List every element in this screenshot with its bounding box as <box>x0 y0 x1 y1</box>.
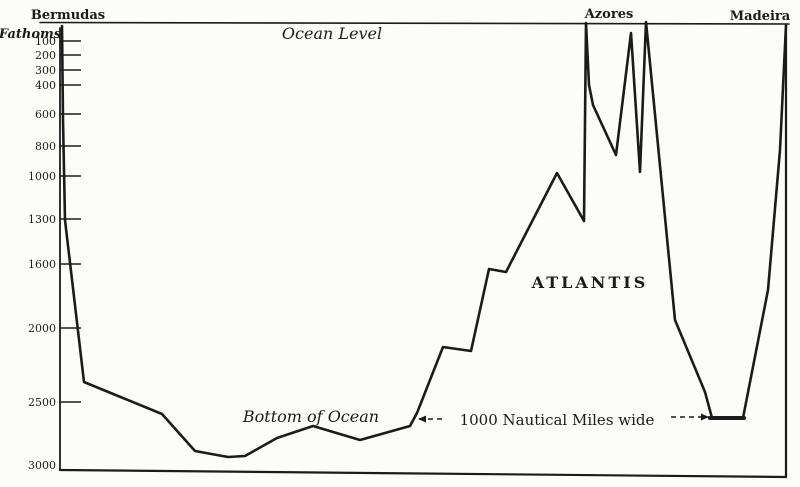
nautical-miles-label: 1000 Nautical Miles wide <box>460 411 655 429</box>
madeira-label: Madeira <box>730 9 791 24</box>
axis-tick-label: 2000 <box>28 322 56 335</box>
axis-tick-label: 400 <box>35 79 56 92</box>
axis-tick-label: 1000 <box>28 170 56 183</box>
azores-label: Azores <box>584 7 634 22</box>
axis-tick-label: 800 <box>35 140 56 153</box>
axis-tick-label: 3000 <box>28 459 56 472</box>
axis-tick-label: 600 <box>35 108 56 121</box>
axis-tick-label: 100 <box>35 35 56 48</box>
atlantis-label: ATLANTIS <box>531 273 649 292</box>
ocean-level-line <box>39 21 790 25</box>
arrowhead-icon <box>418 415 426 423</box>
axis-tick-label: 300 <box>35 64 56 77</box>
bottom-border-line <box>58 468 788 479</box>
axis-tick-label: 200 <box>35 49 56 62</box>
axis-tick-label: 1300 <box>28 213 56 226</box>
fathoms-axis-label: Fathoms <box>0 27 62 42</box>
ocean-floor-profile-line <box>60 20 788 459</box>
ocean-level-label: Ocean Level <box>282 24 382 43</box>
bottom-of-ocean-label: Bottom of Ocean <box>242 407 379 426</box>
bermudas-label: Bermudas <box>31 8 105 23</box>
axis-tick-label: 1600 <box>28 258 56 271</box>
arrowhead-icon <box>701 413 709 421</box>
axis-tick-label: 2500 <box>28 396 56 409</box>
